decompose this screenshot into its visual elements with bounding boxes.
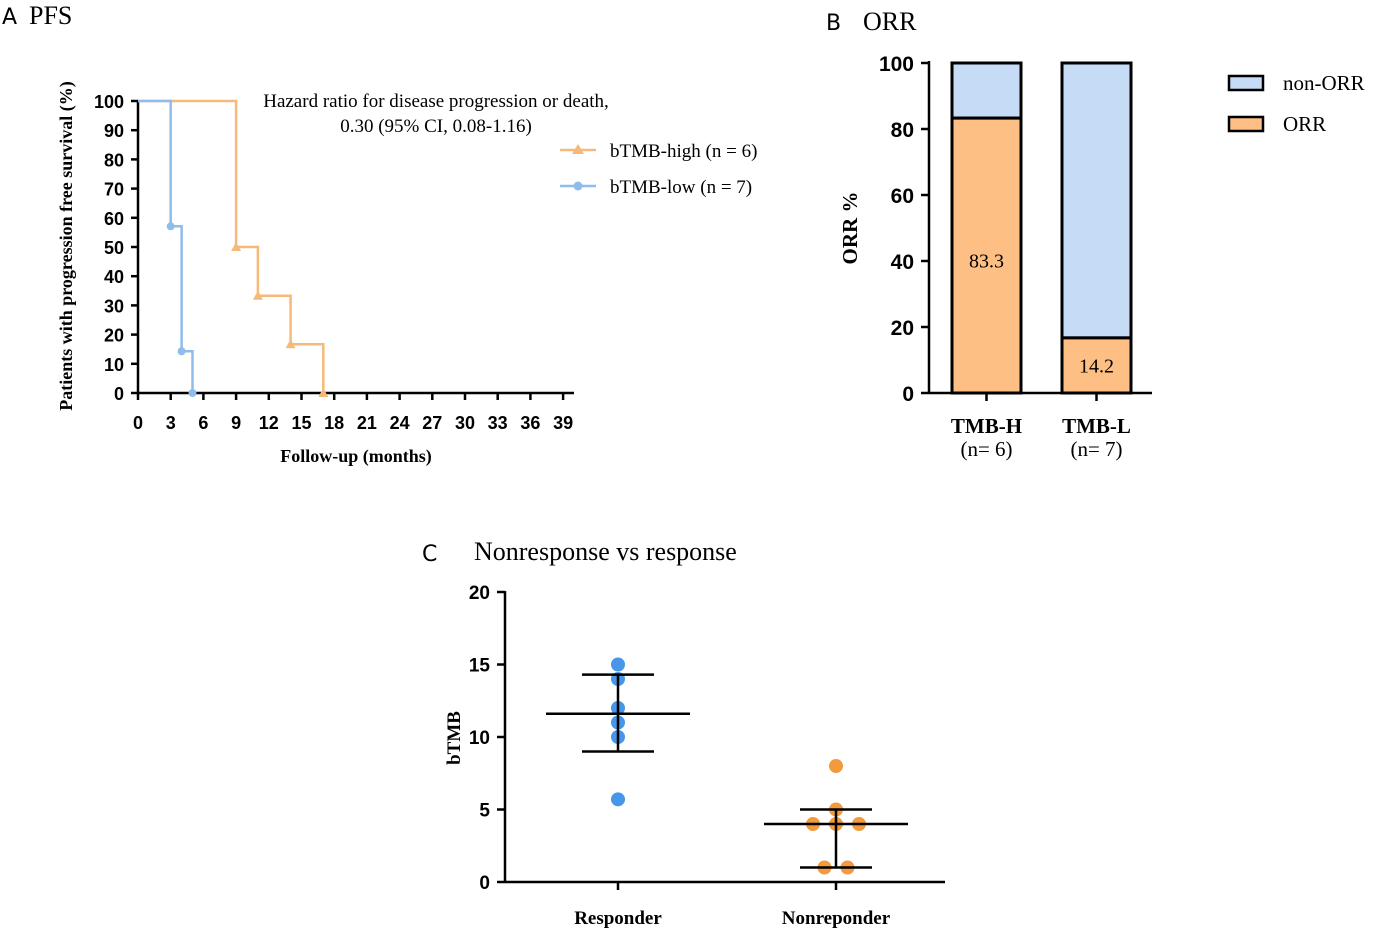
panel-a-y-tick-label: 100 bbox=[94, 92, 124, 112]
panel-c-y-tick-label: 15 bbox=[469, 656, 491, 677]
panel-b: B ORR 0 20 40 60 80 100 TMB-H(n= 6) 83.3 TMB-L(n… bbox=[826, 7, 1365, 461]
panel-b-letter: B bbox=[826, 11, 841, 36]
legend-high-triangle-icon bbox=[572, 144, 584, 154]
panel-b-y-tick-label: 0 bbox=[902, 383, 914, 406]
panel-a-y-tick-label: 60 bbox=[104, 209, 124, 229]
panel-b-y-axis-title: ORR % bbox=[838, 192, 862, 265]
panel-a-x-tick-label: 36 bbox=[520, 413, 540, 433]
panel-c-category-label: Responder bbox=[574, 908, 662, 929]
km-marker-high bbox=[231, 242, 242, 251]
legend-orr-swatch bbox=[1227, 115, 1265, 133]
panel-a-x-tick-label: 33 bbox=[488, 413, 508, 433]
panel-c-y-tick-label: 10 bbox=[469, 728, 490, 749]
panel-b-y-tick-label: 100 bbox=[879, 53, 914, 76]
km-curve-high bbox=[138, 99, 325, 393]
panel-b-y-tick-label: 20 bbox=[891, 317, 914, 340]
hazard-ratio-line-1: Hazard ratio for disease progression or … bbox=[263, 91, 609, 112]
panel-b-y-tick-label: 60 bbox=[891, 185, 914, 208]
panel-a-letter: A bbox=[2, 5, 17, 30]
panel-b-y-tick-label: 40 bbox=[891, 251, 914, 274]
panel-a-y-tick-label: 50 bbox=[104, 238, 124, 258]
panel-a-x-tick-label: 27 bbox=[422, 413, 442, 433]
panel-b-category-n: (n= 6) bbox=[960, 437, 1012, 461]
panel-a-x-tick-label: 15 bbox=[291, 413, 311, 433]
panel-c-y-tick-label: 5 bbox=[479, 801, 490, 822]
panel-a-title: PFS bbox=[29, 1, 72, 30]
km-marker-low bbox=[177, 347, 186, 356]
panel-c-y-tick-label: 0 bbox=[479, 873, 490, 894]
panel-b-legend: non-ORR ORR bbox=[1227, 71, 1365, 136]
panel-a-y-tick-label: 80 bbox=[104, 150, 124, 170]
panel-a: A PFS 0 3 6 9 12 15 18 21 24 27 30 33 36 390102030405… bbox=[2, 1, 757, 467]
panel-a-x-tick-label: 21 bbox=[357, 413, 377, 433]
km-curve-low bbox=[138, 99, 194, 393]
panel-a-y-axis-title: Patients with progression free survival … bbox=[56, 81, 77, 410]
panel-a-x-tick-label: 0 bbox=[133, 413, 143, 433]
km-marker-low bbox=[166, 222, 175, 231]
panel-c-title: Nonresponse vs response bbox=[474, 537, 737, 566]
bar-orr-tmb-l bbox=[1060, 336, 1133, 395]
bar-non-orr-tmb-h bbox=[950, 61, 1023, 120]
panel-c-y-axis-title: bTMB bbox=[444, 711, 465, 765]
km-marker-high bbox=[318, 388, 329, 397]
dot-nonresponder bbox=[829, 759, 843, 773]
legend-non-orr-swatch bbox=[1227, 74, 1265, 92]
km-marker-high bbox=[285, 339, 296, 349]
dot-responder bbox=[611, 657, 625, 672]
panel-c-letter: C bbox=[422, 542, 437, 567]
legend-non-orr-label: non-ORR bbox=[1283, 71, 1365, 95]
panel-a-x-tick-label: 24 bbox=[390, 413, 410, 433]
panel-a-y-tick-label: 70 bbox=[104, 180, 124, 200]
panel-a-x-tick-label: 12 bbox=[259, 413, 279, 433]
panel-a-y-tick-label: 30 bbox=[104, 296, 124, 316]
bar-non-orr-tmb-l bbox=[1060, 61, 1133, 340]
legend-low-label: bTMB-low (n = 7) bbox=[610, 177, 752, 198]
panel-c-category-label: Nonreponder bbox=[782, 908, 891, 929]
panel-b-category-label: TMB-H bbox=[951, 414, 1022, 438]
panel-b-category-n: (n= 7) bbox=[1070, 437, 1122, 461]
panel-b-title: ORR bbox=[863, 7, 917, 36]
bar-orr-tmb-h bbox=[950, 116, 1023, 395]
panel-b-category-label: TMB-L bbox=[1062, 414, 1131, 438]
legend-high-label: bTMB-high (n = 6) bbox=[610, 141, 757, 162]
panel-a-x-tick-label: 39 bbox=[553, 413, 573, 433]
panel-a-x-tick-label: 6 bbox=[198, 413, 208, 433]
panel-a-y-tick-label: 0 bbox=[114, 384, 124, 404]
panel-a-y-tick-label: 10 bbox=[104, 355, 124, 375]
panel-c-y-tick-label: 20 bbox=[469, 583, 490, 604]
panel-a-x-axis-title: Follow-up (months) bbox=[280, 446, 432, 467]
panel-a-y-tick-label: 40 bbox=[104, 267, 124, 287]
panel-a-y-tick-label: 90 bbox=[104, 121, 124, 141]
bar-value-label: 83.3 bbox=[969, 251, 1004, 273]
legend-low-circle-icon bbox=[573, 181, 583, 191]
panel-a-x-tick-label: 30 bbox=[455, 413, 475, 433]
panel-b-y-tick-label: 80 bbox=[891, 119, 914, 142]
bar-value-label: 14.2 bbox=[1079, 355, 1114, 377]
panel-a-y-tick-label: 20 bbox=[104, 326, 124, 346]
panel-a-x-tick-label: 18 bbox=[324, 413, 344, 433]
panel-c: C Nonresponse vs response 0 5 10 15 20 Respon… bbox=[422, 537, 945, 929]
panel-a-x-tick-label: 9 bbox=[231, 413, 241, 433]
km-marker-high bbox=[252, 290, 263, 300]
hazard-ratio-line-2: 0.30 (95% CI, 0.08-1.16) bbox=[340, 116, 532, 137]
dot-responder bbox=[611, 792, 625, 807]
panel-a-x-tick-label: 3 bbox=[166, 413, 176, 433]
km-marker-low bbox=[188, 389, 197, 397]
legend-orr-label: ORR bbox=[1283, 112, 1326, 136]
panel-a-legend: bTMB-high (n = 6) bTMB-low (n = 7) bbox=[560, 141, 757, 198]
